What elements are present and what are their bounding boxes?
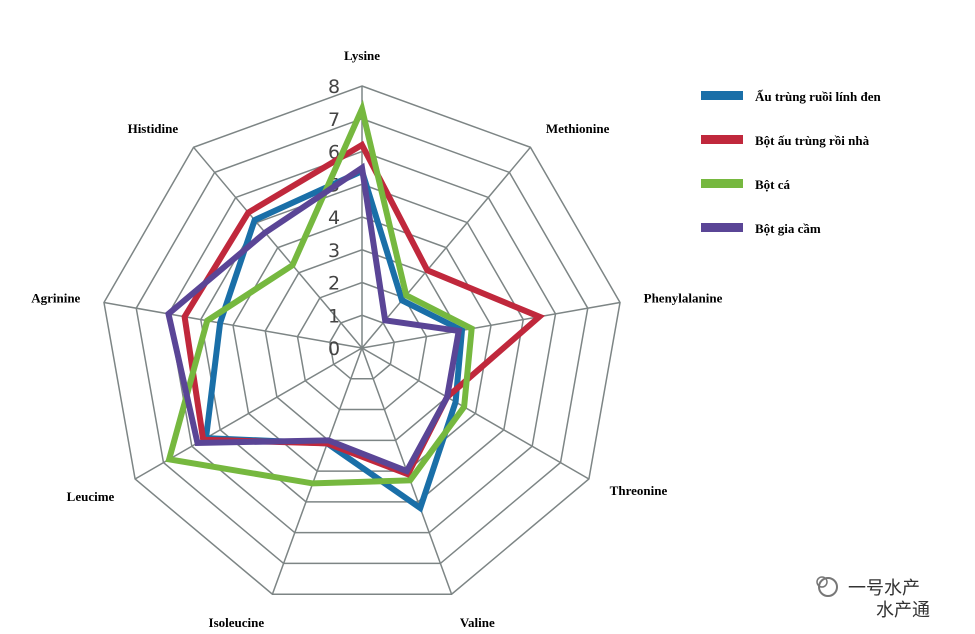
wechat-icon <box>818 577 838 597</box>
axis-label-agrinine: Agrinine <box>31 290 80 305</box>
axis-label-leucime: Leucime <box>67 489 115 504</box>
series-line-3 <box>165 162 463 475</box>
legend-label-2: Bột cá <box>755 177 791 192</box>
tick-label-7: 7 <box>328 109 340 131</box>
axis-label-lysine: Lysine <box>344 48 380 63</box>
grid-spoke-2 <box>361 301 621 349</box>
grid-spoke-1 <box>361 146 531 349</box>
axis-label-histidine: Histidine <box>128 121 179 136</box>
wechat-icon-bubble <box>816 576 828 588</box>
watermark-line1: 一号水产 <box>848 578 920 599</box>
axis-labels: Lysine Methionine Phenylalanine Threonine Va… <box>31 48 722 630</box>
grid-spoke-7 <box>103 301 363 349</box>
axis-label-threonine: Threonine <box>610 483 668 498</box>
legend-swatch-0 <box>701 91 743 100</box>
grid-ring-6 <box>167 150 557 534</box>
legend-swatch-2 <box>701 179 743 188</box>
watermark-line2: 水产通 <box>876 600 930 621</box>
tick-label-4: 4 <box>328 207 340 229</box>
legend-label-1: Bột ấu trùng rồi nhà <box>755 133 870 148</box>
legend: Ấu trùng ruồi lính đen Bột ấu trùng rồi n… <box>701 89 881 236</box>
tick-label-8: 8 <box>328 76 340 98</box>
axis-label-isoleucine: Isoleucine <box>209 615 265 630</box>
axis-label-methionine: Methionine <box>546 121 610 136</box>
watermark: 一号水产 水产通 <box>816 576 930 621</box>
tick-label-3: 3 <box>328 240 340 262</box>
radar-grid <box>103 85 621 595</box>
grid-spoke-3 <box>361 347 590 480</box>
grid-ring-8 <box>103 85 621 595</box>
tick-label-1: 1 <box>328 305 340 327</box>
grid-ring-5 <box>199 183 525 503</box>
series-line-2 <box>165 99 475 487</box>
grid-ring-2 <box>296 281 428 411</box>
tick-label-0: 0 <box>328 338 340 360</box>
axis-label-phenylalanine: Phenylalanine <box>644 290 723 305</box>
axis-label-valine: Valine <box>460 615 495 630</box>
tick-label-2: 2 <box>328 273 340 295</box>
legend-label-0: Ấu trùng ruồi lính đen <box>755 89 881 104</box>
grid-spoke-8 <box>193 146 363 349</box>
series-lines <box>165 99 546 513</box>
series-line-0 <box>202 167 466 513</box>
grid-ring-7 <box>135 117 589 565</box>
legend-swatch-1 <box>701 135 743 144</box>
legend-label-3: Bột gia cầm <box>755 221 821 236</box>
grid-ring-1 <box>328 314 396 380</box>
grid-spoke-5 <box>271 347 363 595</box>
legend-swatch-3 <box>701 223 743 232</box>
grid-ring-3 <box>264 248 460 442</box>
